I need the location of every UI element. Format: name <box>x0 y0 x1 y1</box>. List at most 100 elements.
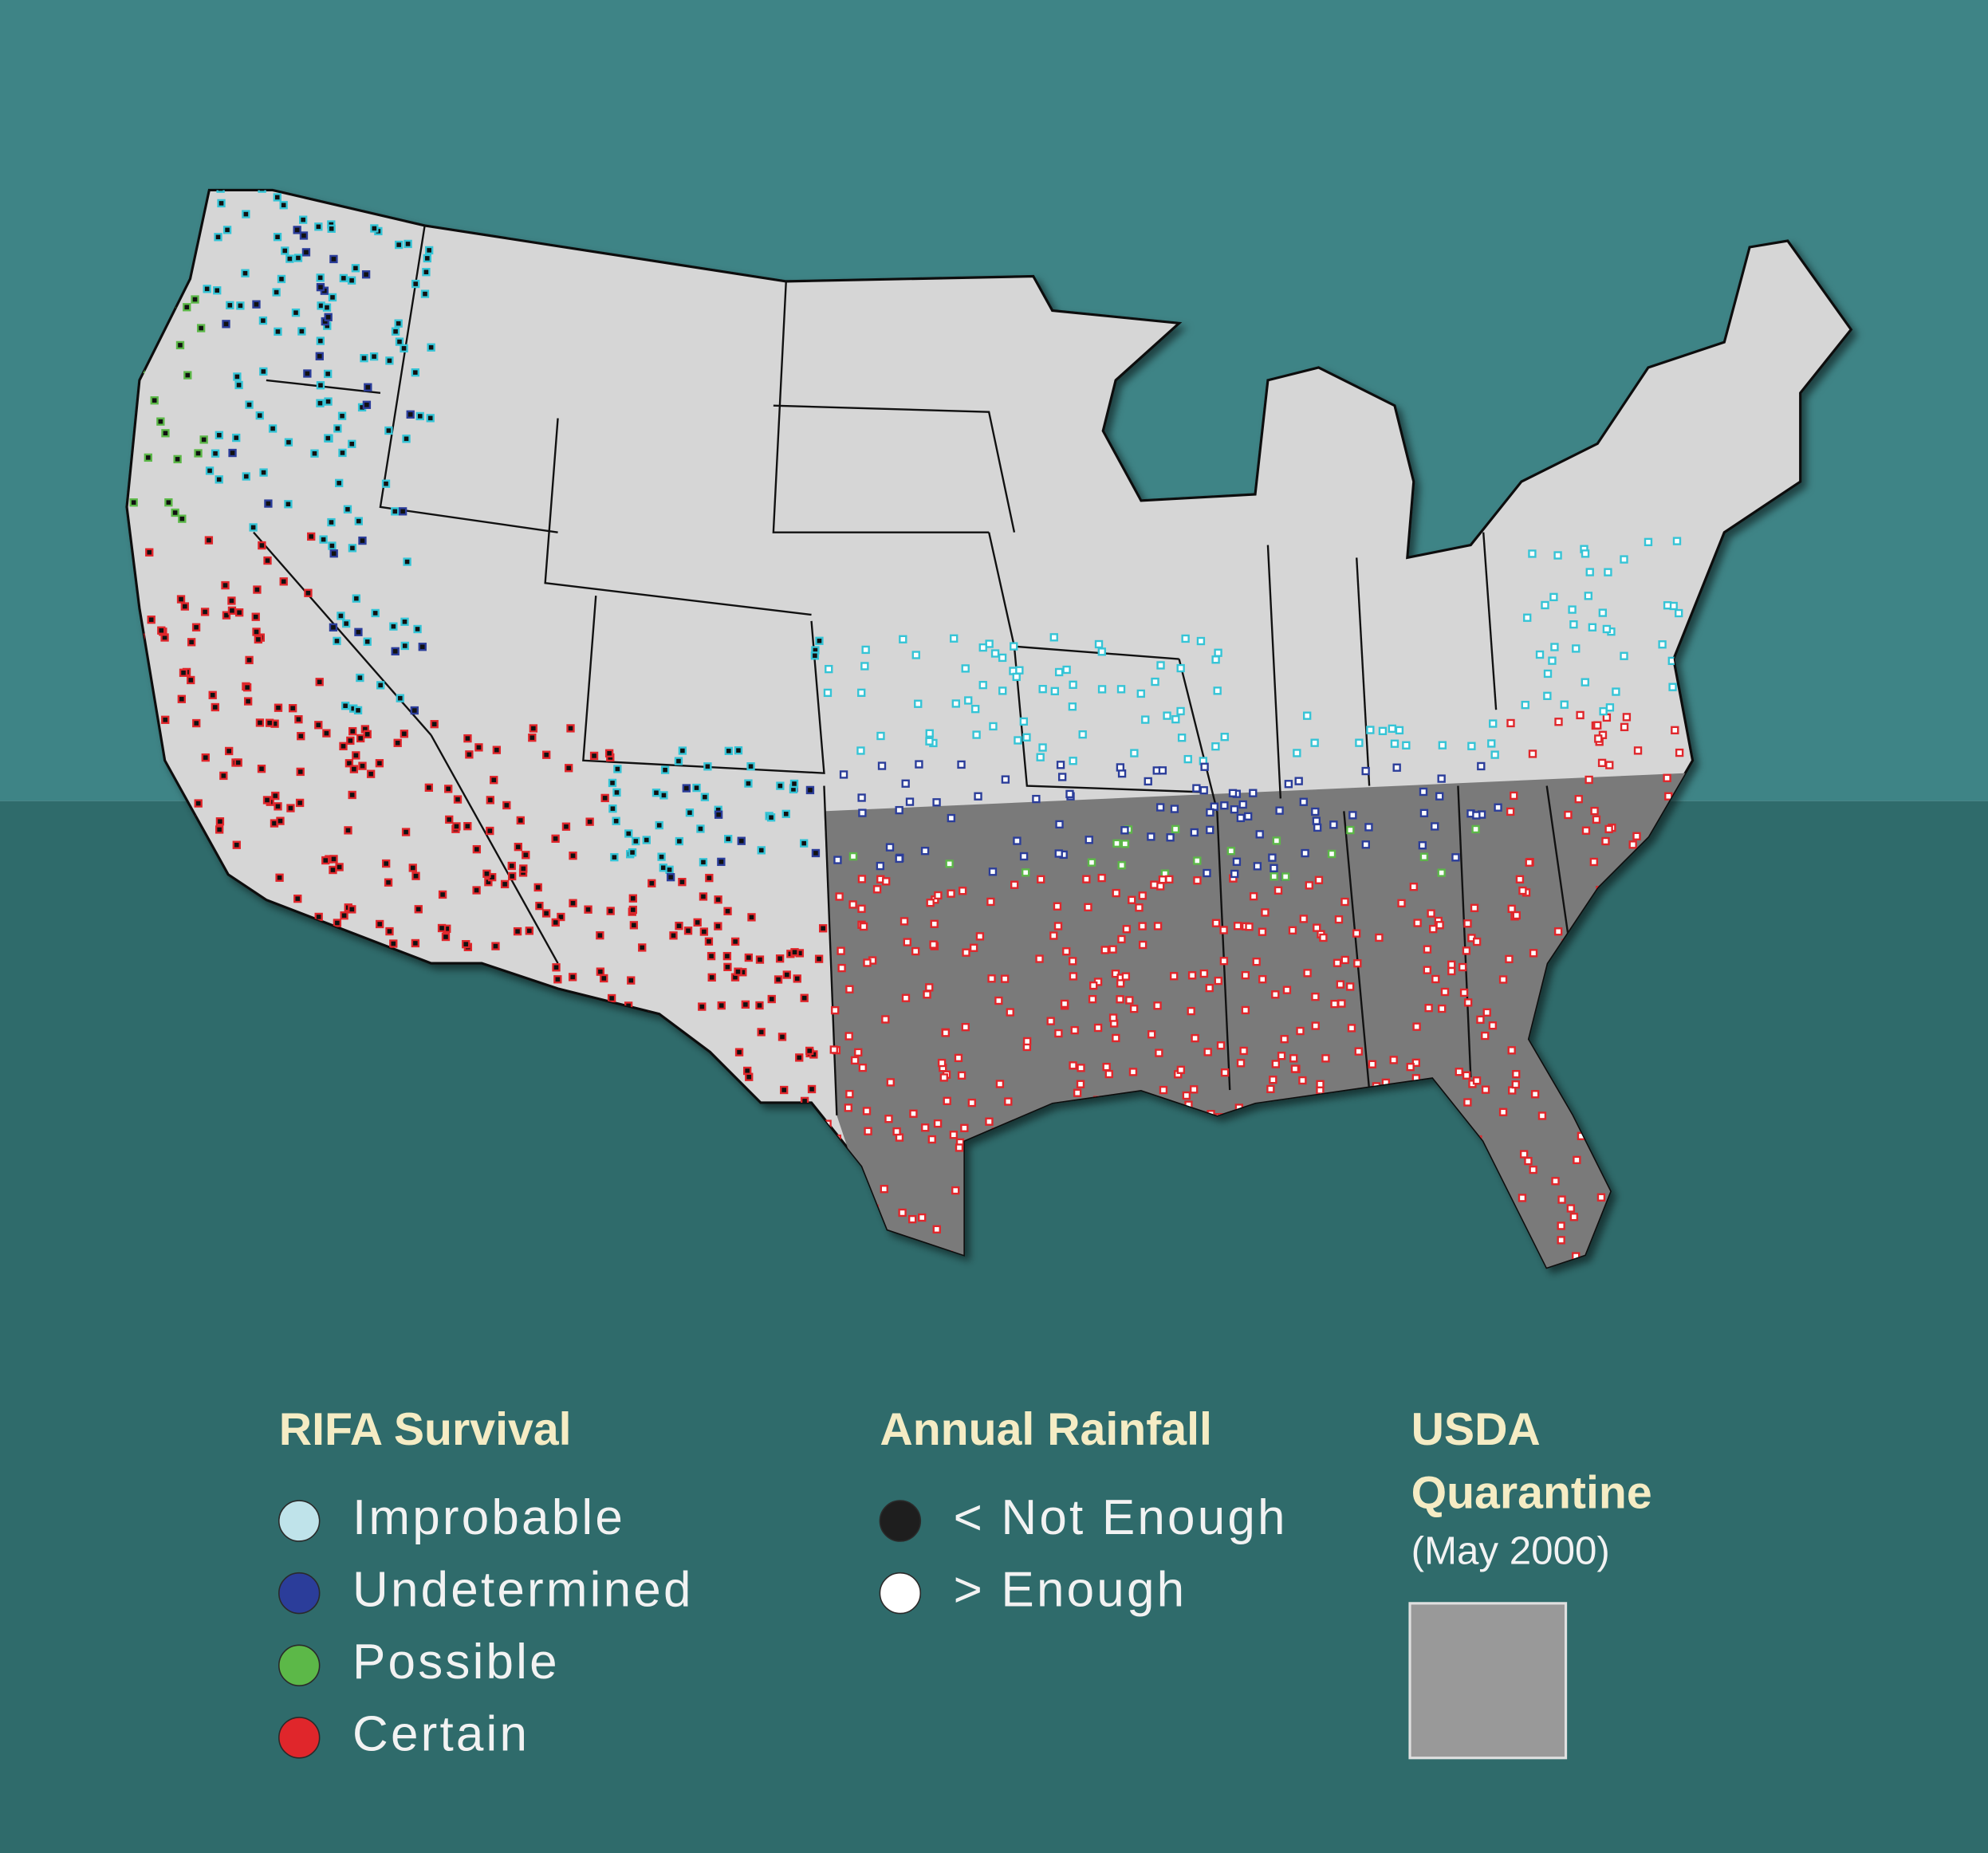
dot <box>780 1085 789 1095</box>
dot <box>857 875 867 883</box>
dot <box>1576 710 1584 720</box>
dot <box>215 825 224 834</box>
dot <box>1294 777 1303 785</box>
dot <box>1644 537 1653 547</box>
dot <box>1476 1015 1485 1024</box>
dot <box>1663 601 1672 610</box>
dot <box>1389 1056 1398 1064</box>
dot <box>418 643 427 651</box>
dot <box>177 694 186 703</box>
dot <box>777 1033 787 1041</box>
dot <box>171 508 179 517</box>
dot <box>584 905 592 914</box>
dot <box>568 973 577 982</box>
dot <box>900 917 909 926</box>
dot <box>1213 687 1222 695</box>
dot <box>1482 1008 1491 1017</box>
dot <box>1032 794 1041 804</box>
dot <box>1535 650 1545 659</box>
dot <box>1313 823 1322 832</box>
dot <box>401 828 411 836</box>
dot <box>1390 739 1399 748</box>
dot <box>734 967 742 976</box>
dot <box>215 475 223 484</box>
dot <box>360 354 368 363</box>
dot <box>606 907 615 915</box>
dot <box>315 678 324 687</box>
dot <box>1255 830 1264 839</box>
dot <box>486 826 494 836</box>
legend-title: RIFA Survival <box>279 1404 572 1455</box>
dot <box>333 424 342 433</box>
dot <box>1293 749 1301 757</box>
dot <box>863 958 872 967</box>
dot <box>321 856 330 865</box>
dot <box>234 608 244 617</box>
dot <box>1599 706 1608 716</box>
dot <box>221 580 230 590</box>
dot <box>1572 644 1581 653</box>
dot <box>358 536 367 545</box>
dot <box>678 878 687 887</box>
dot <box>315 352 324 360</box>
dot <box>1084 903 1092 911</box>
dot <box>831 1005 840 1015</box>
dot <box>1437 868 1446 877</box>
dot <box>226 301 234 310</box>
dot <box>957 1071 966 1080</box>
dot <box>215 431 224 439</box>
dot <box>183 303 191 312</box>
dot <box>1330 999 1339 1009</box>
dot <box>363 730 372 739</box>
dot <box>1581 826 1591 835</box>
dot <box>351 264 360 273</box>
dot <box>954 1053 963 1063</box>
dot <box>789 779 799 789</box>
dot <box>923 990 931 999</box>
dot <box>201 753 210 762</box>
dot <box>1093 1023 1103 1033</box>
dot <box>624 829 633 838</box>
dot <box>1130 749 1139 757</box>
dot <box>858 1063 867 1072</box>
dot <box>674 757 683 765</box>
dot <box>862 1107 872 1115</box>
dot <box>1361 766 1370 776</box>
dot <box>1488 1021 1498 1030</box>
dot <box>1069 1061 1077 1070</box>
dot <box>744 953 754 962</box>
dot <box>744 779 753 788</box>
dot <box>157 626 166 635</box>
dot <box>657 852 666 861</box>
dot <box>1553 551 1562 560</box>
dot <box>391 507 400 516</box>
dot <box>1097 685 1107 694</box>
dot <box>1598 608 1607 617</box>
dot <box>627 976 636 985</box>
dot <box>881 1015 890 1024</box>
dot <box>463 734 472 743</box>
dot <box>947 889 955 898</box>
dot <box>236 301 245 310</box>
dot <box>1148 1030 1156 1039</box>
dot <box>389 939 398 948</box>
dot <box>411 368 419 377</box>
dot <box>929 940 938 949</box>
dot <box>551 918 560 927</box>
dot <box>1663 773 1671 782</box>
dot <box>1206 825 1214 835</box>
dot <box>1062 665 1071 675</box>
dot <box>745 1072 754 1081</box>
dot <box>348 439 356 448</box>
dot <box>344 826 352 835</box>
dot <box>227 596 236 605</box>
dot <box>880 1185 888 1194</box>
dot <box>1564 810 1573 820</box>
dot <box>1440 987 1450 997</box>
dot <box>699 892 708 901</box>
dot <box>1412 1022 1421 1031</box>
dot <box>1337 999 1346 1008</box>
dot <box>1411 1058 1420 1068</box>
dot <box>1053 922 1063 930</box>
dot <box>998 687 1007 695</box>
